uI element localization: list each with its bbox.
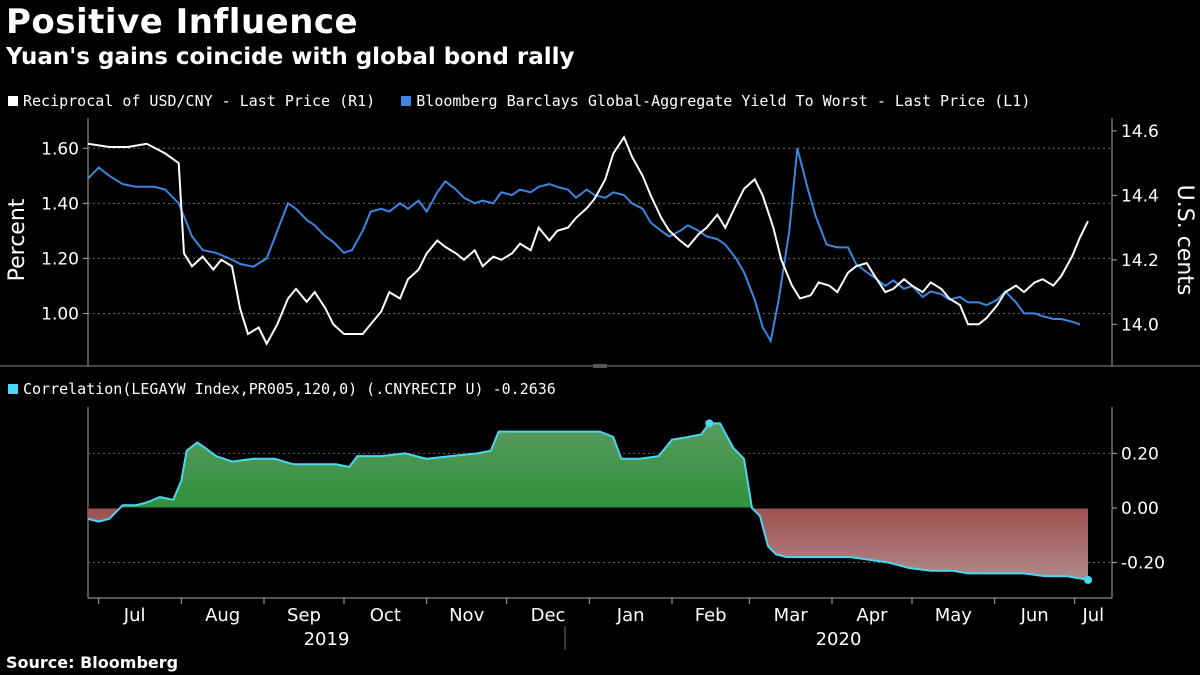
legend-entry-usdcny: Reciprocal of USD/CNY - Last Price (R1) — [8, 92, 375, 110]
legend-swatch-blue — [401, 96, 412, 106]
x-month-label: Jul — [1081, 605, 1104, 626]
series-line-reciprocal-usdcny — [87, 135, 1089, 346]
legend-label-correlation: Correlation(LEGAYW Index,PR005,120,0) (.… — [23, 380, 556, 398]
bottom-right-tick-label: -0.20 — [1121, 554, 1165, 574]
series-line-correlation — [87, 422, 1089, 581]
source-note: Source: Bloomberg — [6, 653, 179, 672]
x-month-label: Jul — [123, 605, 146, 626]
top-left-tick-label: 1.00 — [41, 304, 79, 324]
top-left-tick-label: 1.60 — [41, 139, 79, 159]
y-axis-label-right: U.S. cents — [1172, 185, 1197, 296]
correlation-area-positive — [88, 423, 1088, 508]
bottom-right-tick-label: 0.00 — [1121, 499, 1159, 519]
correlation-last-point — [1084, 575, 1092, 584]
legend-top: Reciprocal of USD/CNY - Last Price (R1) … — [8, 92, 1030, 110]
x-year-label-2019: 2019 — [304, 629, 350, 650]
legend-label-usdcny: Reciprocal of USD/CNY - Last Price (R1) — [23, 92, 376, 110]
correlation-area-negative — [88, 507, 1088, 580]
chart-subtitle: Yuan's gains coincide with global bond r… — [6, 44, 575, 70]
x-month-label: Aug — [205, 605, 240, 626]
series-line-global-agg-yield — [87, 148, 1081, 344]
x-month-label: Apr — [856, 605, 888, 626]
x-month-label: Oct — [370, 605, 401, 626]
legend-label-global-agg: Bloomberg Barclays Global-Aggregate Yiel… — [416, 92, 1031, 110]
panel-resize-handle — [593, 364, 607, 368]
legend-bottom: Correlation(LEGAYW Index,PR005,120,0) (.… — [8, 380, 556, 398]
correlation-peak-point — [705, 419, 714, 428]
y-axis-label-left: Percent — [5, 198, 30, 281]
x-month-label: Jan — [616, 605, 645, 626]
top-right-tick-label: 14.4 — [1121, 186, 1159, 206]
legend-swatch-white — [8, 96, 18, 106]
x-month-label: Jun — [1020, 605, 1049, 626]
legend-entry-global-agg: Bloomberg Barclays Global-Aggregate Yiel… — [401, 92, 1030, 110]
top-left-tick-label: 1.40 — [41, 194, 79, 214]
chart-title: Positive Influence — [6, 2, 359, 42]
x-month-label: May — [935, 605, 973, 626]
legend-swatch-cyan — [8, 384, 18, 394]
x-month-label: Sep — [287, 605, 321, 626]
x-year-label-2020: 2020 — [816, 629, 862, 650]
top-right-tick-label: 14.2 — [1121, 251, 1159, 271]
top-right-tick-label: 14.0 — [1121, 315, 1159, 335]
bottom-right-tick-label: 0.20 — [1121, 444, 1159, 464]
x-month-label: Nov — [449, 605, 484, 626]
x-month-label: Dec — [531, 605, 566, 626]
x-month-label: Feb — [695, 605, 727, 626]
x-month-label: Mar — [774, 605, 809, 626]
top-right-tick-label: 14.6 — [1121, 122, 1159, 142]
top-left-tick-label: 1.20 — [41, 249, 79, 269]
